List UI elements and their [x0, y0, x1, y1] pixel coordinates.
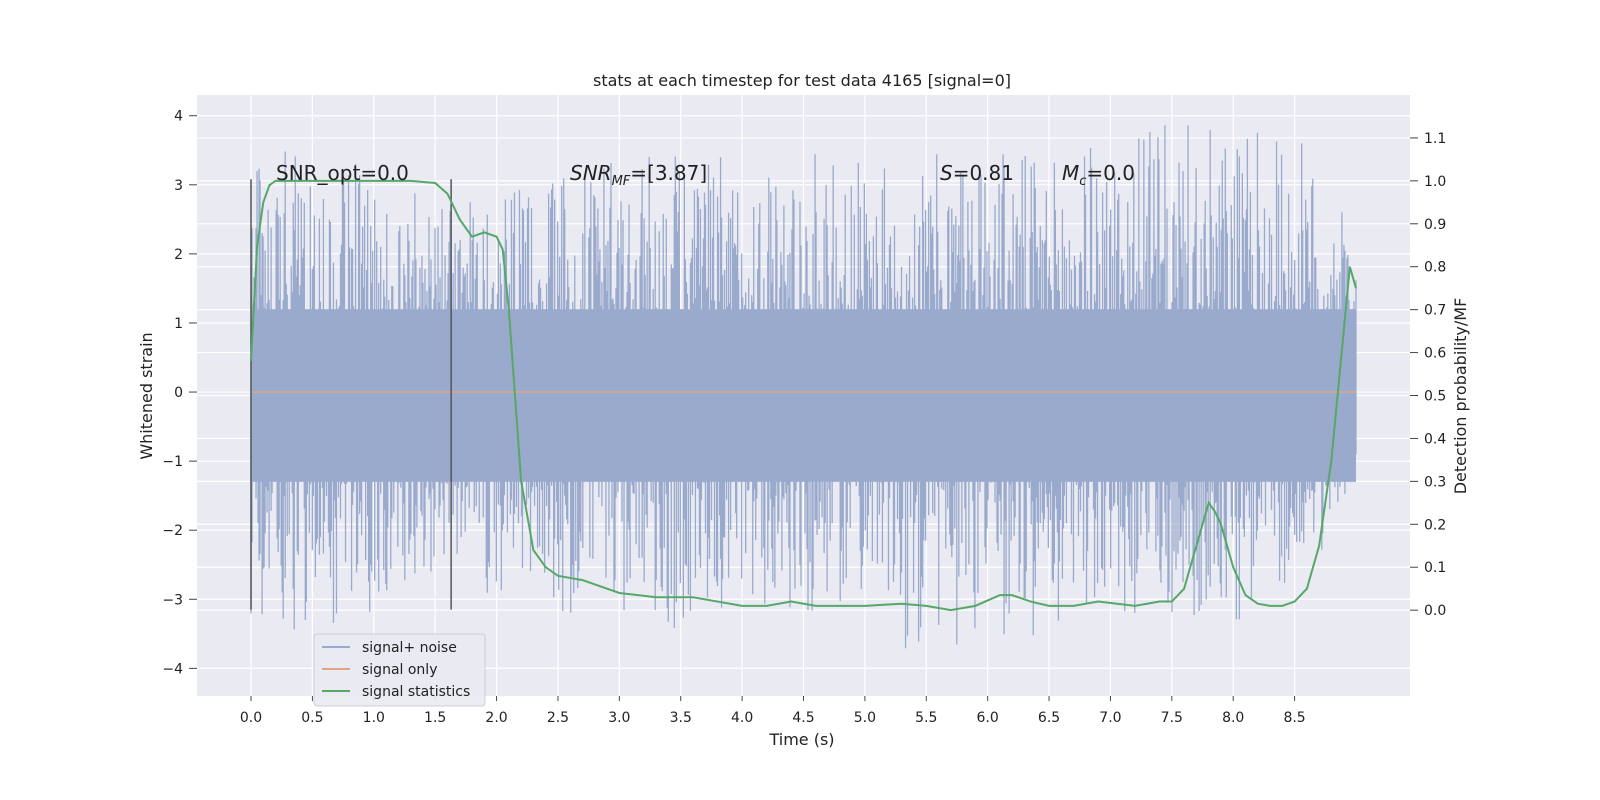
- chart-title: stats at each timestep for test data 416…: [593, 71, 1011, 90]
- x-tick-label: 3.0: [608, 710, 630, 726]
- x-tick-label: 4.5: [792, 710, 814, 726]
- x-tick-label: 2.0: [485, 710, 507, 726]
- x-tick-label: 5.5: [915, 710, 937, 726]
- annotation-mc-value: =0.0: [1086, 161, 1135, 185]
- y-left-tick-label: 2: [174, 247, 183, 263]
- annotation-mc-sub: c: [1079, 174, 1086, 189]
- legend-label-signal-only: signal only: [362, 662, 437, 678]
- annotation-mc: Mc=0.0: [1062, 161, 1135, 189]
- y-axis-right-label: Detection probability/MF: [1451, 298, 1470, 495]
- x-tick-label: 1.5: [424, 710, 446, 726]
- y-right-tick-label: 0.7: [1424, 303, 1446, 319]
- noise-core-band: [251, 309, 1356, 482]
- x-tick-label: 0.5: [301, 710, 323, 726]
- y-left-tick-label: −2: [162, 523, 183, 539]
- x-tick-label: 0.0: [240, 710, 262, 726]
- x-tick-label: 6.0: [977, 710, 999, 726]
- x-tick-label: 2.5: [547, 710, 569, 726]
- x-tick-label: 7.5: [1161, 710, 1183, 726]
- y-left-tick-label: 1: [174, 316, 183, 332]
- annotation-snr-mf-sub: MF: [612, 174, 631, 189]
- x-tick-label: 6.5: [1038, 710, 1060, 726]
- series-signal-noise: [250, 125, 1357, 649]
- legend-label-signal-noise: signal+ noise: [362, 640, 457, 656]
- y-right-tick-label: 0.9: [1424, 217, 1446, 233]
- y-axis-right-ticks: 1.1 1.0 0.9 0.8 0.7 0.6 0.5 0.4 0.3 0.2 0.1 0.0: [1410, 131, 1446, 619]
- x-tick-label: 4.0: [731, 710, 753, 726]
- y-right-tick-label: 0.1: [1424, 560, 1446, 576]
- y-right-tick-label: 1.1: [1424, 131, 1446, 147]
- y-left-tick-label: 4: [174, 109, 183, 125]
- series-signal-statistics: [250, 179, 1357, 612]
- x-tick-label: 1.0: [363, 710, 385, 726]
- y-left-tick-label: 3: [174, 178, 183, 194]
- x-tick-label: 5.0: [854, 710, 876, 726]
- y-left-tick-label: −3: [162, 592, 183, 608]
- legend-label-signal-statistics: signal statistics: [362, 684, 470, 700]
- y-right-tick-label: 0.8: [1424, 260, 1446, 276]
- y-right-tick-label: 0.6: [1424, 346, 1446, 362]
- annotation-snr-mf-value: =[3.87]: [630, 161, 707, 185]
- annotation-snr-opt: SNR_opt=0.0: [276, 161, 409, 185]
- y-right-tick-label: 1.0: [1424, 174, 1446, 190]
- x-tick-label: 3.5: [670, 710, 692, 726]
- annotation-s: S=0.81: [940, 161, 1014, 185]
- x-tick-label: 8.0: [1222, 710, 1244, 726]
- annotation-s-value: =0.81: [953, 161, 1014, 185]
- y-right-tick-label: 0.5: [1424, 389, 1446, 405]
- x-axis-label: Time (s): [768, 730, 834, 749]
- y-right-tick-label: 0.2: [1424, 517, 1446, 533]
- y-axis-left-ticks: 4 3 2 1 0 −1 −2 −3 −4: [162, 109, 197, 677]
- y-right-tick-label: 0.4: [1424, 431, 1446, 447]
- legend-box: [313, 633, 486, 707]
- legend: signal+ noise signal only signal statist…: [313, 633, 486, 707]
- annotation-s-symbol: S: [940, 161, 953, 185]
- annotation-snr-mf: SNRMF=[3.87]: [570, 161, 707, 189]
- x-tick-label: 7.0: [1099, 710, 1121, 726]
- annotation-mc-main: M: [1062, 161, 1079, 185]
- y-right-tick-label: 0.0: [1424, 603, 1446, 619]
- x-tick-label: 8.5: [1283, 710, 1305, 726]
- y-left-tick-label: 0: [174, 385, 183, 401]
- annotation-snr-mf-main: SNR: [570, 161, 612, 185]
- y-axis-left-label: Whitened strain: [137, 332, 156, 459]
- y-left-tick-label: −1: [162, 454, 183, 470]
- vertical-markers: [250, 179, 452, 610]
- y-left-tick-label: −4: [162, 661, 183, 677]
- y-right-tick-label: 0.3: [1424, 474, 1446, 490]
- x-axis-ticks: 0.0 0.5 1.0 1.5 2.0 2.5 3.0 3.5 4.0 4.5 5.0 5.5 6.0 6…: [240, 696, 1306, 726]
